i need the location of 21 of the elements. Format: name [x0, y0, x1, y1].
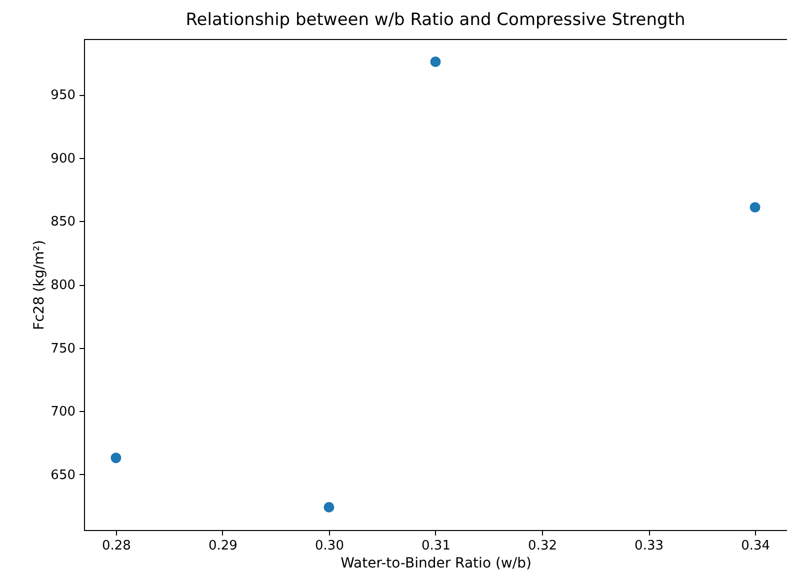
y-tick-label: 700 [50, 404, 76, 420]
x-tick-label: 0.28 [102, 538, 131, 554]
y-tick-label: 900 [50, 151, 76, 166]
x-tick-label: 0.30 [315, 538, 344, 554]
point [750, 202, 760, 213]
point [430, 56, 441, 68]
y-tick-label: 950 [50, 88, 76, 104]
x-tick-label: 0.31 [422, 538, 450, 554]
y-tick-label: 750 [50, 341, 76, 356]
y-axis-title: Fc28 (kg/m²) [32, 240, 48, 330]
point [110, 452, 122, 464]
x-axis-title: Water-to-Binder Ratio (w/b) [340, 556, 532, 572]
x-tick-label: 0.32 [528, 538, 557, 554]
chart-title: Relationship between w/b Ratio and Compressive Strength [186, 10, 686, 30]
x-tick-label: 0.29 [208, 538, 238, 554]
y-tick-label: 850 [50, 214, 76, 230]
y-tick-label: 800 [50, 278, 76, 293]
x-tick-label: 0.33 [634, 538, 664, 554]
point [324, 502, 334, 512]
y-tick-label: 650 [50, 468, 76, 483]
x-tick-label: 0.34 [741, 538, 770, 554]
